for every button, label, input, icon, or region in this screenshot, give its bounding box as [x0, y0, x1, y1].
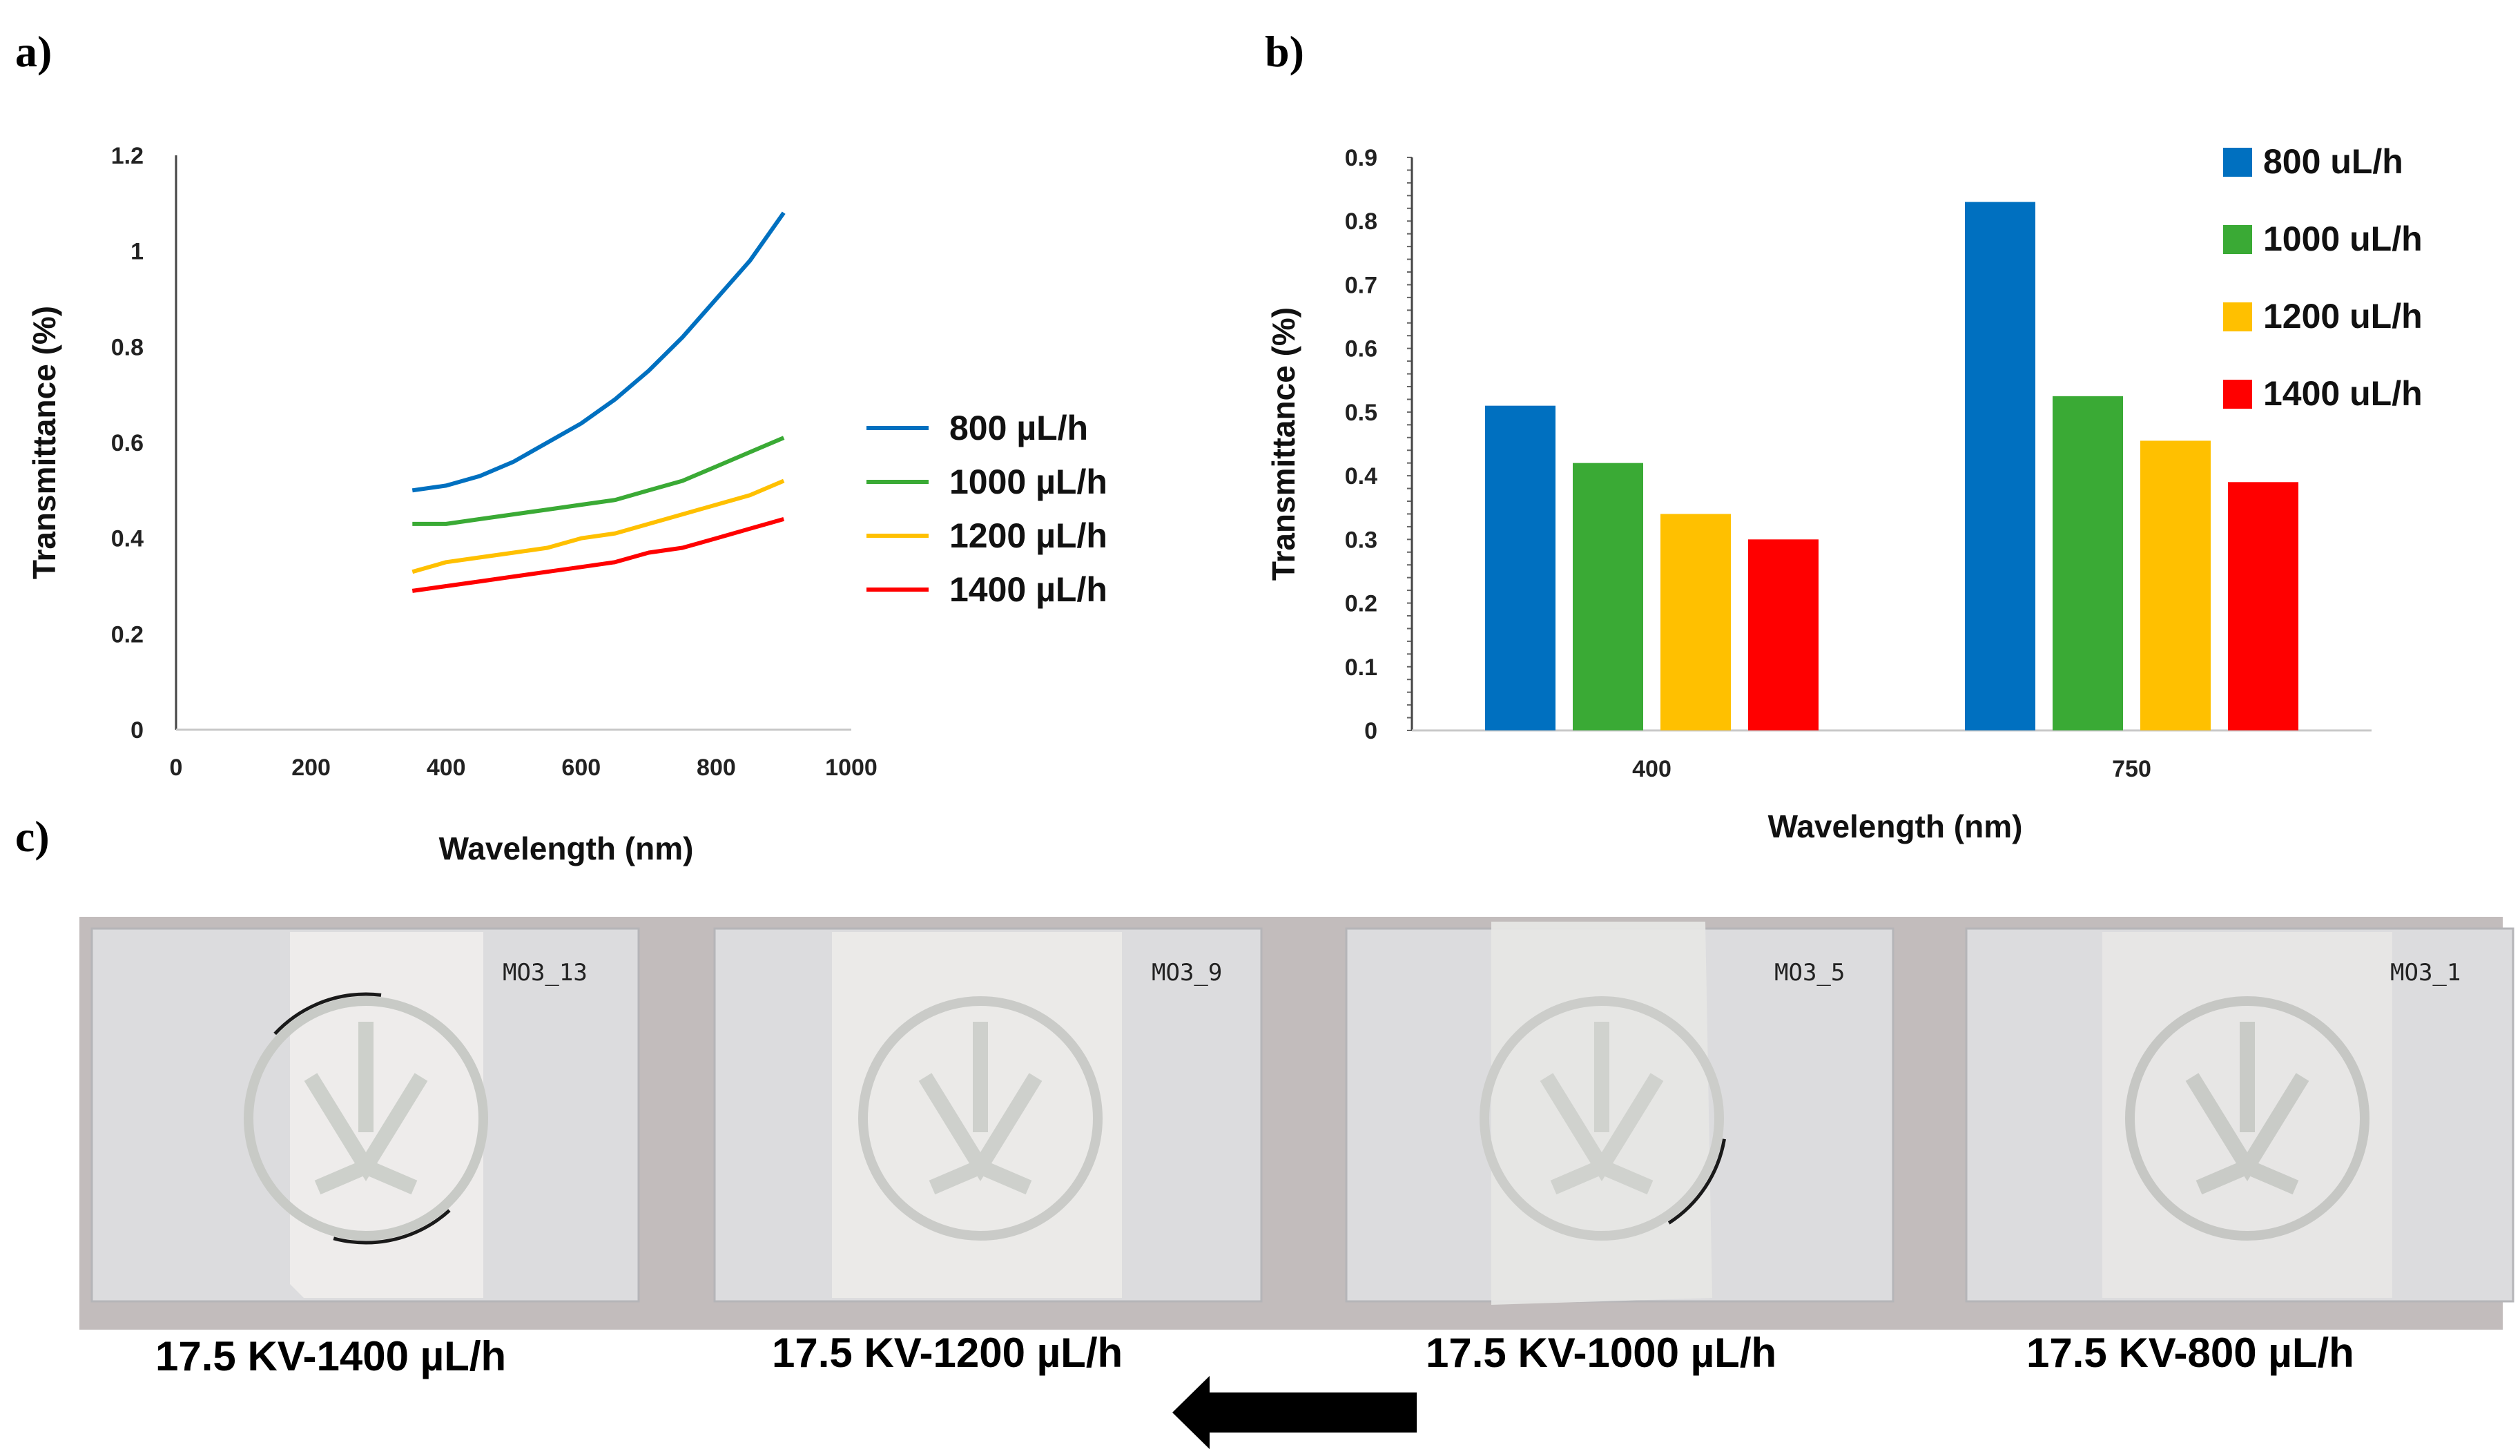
slide-2-label: MO3_9 — [1152, 959, 1222, 987]
y-tick-label: 0.4 — [111, 526, 144, 552]
slide-1-label: MO3_13 — [503, 959, 588, 987]
bar-400-series-4 — [1748, 539, 1819, 730]
x-tick-label: 600 — [561, 755, 601, 781]
y-tick-label: 0.1 — [1345, 654, 1377, 681]
panel-b-letter: b) — [1265, 27, 1304, 76]
y-tick-label: 0.3 — [1345, 527, 1377, 553]
bar-750-series-3 — [2140, 440, 2211, 730]
legend-swatch — [2223, 302, 2252, 331]
y-tick-label: 0.8 — [111, 334, 144, 360]
x-tick-label: 800 — [697, 755, 736, 781]
x-axis-label: Wavelength (nm) — [439, 831, 694, 866]
slide-photo-1: MO3_13 — [90, 927, 640, 1303]
legend-label: 800 uL/h — [2263, 142, 2403, 181]
slide-photo-3: MO3_5 — [1345, 922, 1894, 1305]
series-line-2 — [412, 436, 785, 526]
y-tick-label: 0.2 — [111, 621, 144, 648]
bar-400-series-2 — [1573, 463, 1643, 730]
y-tick-label: 1 — [130, 239, 144, 265]
panel-c-letter: c) — [15, 812, 50, 861]
y-tick-label: 0 — [1364, 718, 1377, 744]
legend-label: 800 µL/h — [949, 409, 1088, 447]
x-tick-label: 750 — [2112, 756, 2151, 782]
y-tick-label: 1.2 — [111, 143, 144, 169]
y-tick-label: 0.2 — [1345, 591, 1377, 617]
legend-swatch — [2223, 380, 2252, 409]
bar-chart-transmittance: 0 0.1 0.2 0.3 0.4 0.5 0.6 0.7 0.8 0.9 400 750 Tran… — [1266, 142, 2423, 844]
y-axis-label: Transmittance (%) — [26, 306, 62, 579]
caption-1400: 17.5 KV-1400 µL/h — [155, 1333, 507, 1379]
series-line-4 — [411, 517, 785, 593]
series-line-1 — [411, 211, 786, 493]
slide-4-label: MO3_1 — [2390, 959, 2461, 987]
x-axis-label: Wavelength (nm) — [1768, 808, 2023, 844]
bar-750-series-1 — [1965, 202, 2035, 730]
legend-swatch — [2223, 225, 2252, 254]
y-tick-label: 0.4 — [1345, 463, 1377, 489]
y-tick-label: 0.5 — [1345, 400, 1377, 426]
direction-arrow — [1172, 1376, 1417, 1449]
legend-label: 1200 µL/h — [949, 516, 1107, 555]
y-tick-label: 0 — [130, 717, 144, 744]
x-tick-label: 1000 — [825, 755, 878, 781]
y-axis-label: Transmittance (%) — [1266, 307, 1301, 581]
legend-label: 1400 uL/h — [2263, 374, 2423, 413]
legend-label: 1200 uL/h — [2263, 297, 2423, 336]
legend-swatch — [2223, 148, 2252, 177]
y-tick-label: 0.6 — [1345, 336, 1377, 362]
y-tick-label: 0.6 — [111, 430, 144, 456]
series-line-3 — [411, 478, 785, 574]
caption-800: 17.5 KV-800 µL/h — [2026, 1330, 2354, 1376]
x-tick-label: 0 — [170, 755, 183, 781]
x-tick-label: 200 — [291, 755, 331, 781]
slide-3-label: MO3_5 — [1774, 959, 1845, 987]
panel-a-letter: a) — [15, 27, 52, 76]
bar-750-series-4 — [2228, 482, 2298, 730]
x-tick-label: 400 — [427, 755, 466, 781]
slide-photo-2: MO3_9 — [713, 927, 1263, 1303]
bar-750-series-2 — [2053, 396, 2123, 730]
legend-label: 1000 uL/h — [2263, 220, 2423, 258]
y-tick-label: 0.8 — [1345, 208, 1377, 235]
slide-photo-4: MO3_1 — [1965, 927, 2514, 1303]
y-tick-label: 0.7 — [1345, 272, 1377, 298]
legend-label: 1000 µL/h — [949, 463, 1107, 501]
caption-1200: 17.5 KV-1200 µL/h — [772, 1330, 1123, 1376]
y-tick-label: 0.9 — [1345, 145, 1377, 171]
line-chart-transmittance: 0 0.2 0.4 0.6 0.8 1 1.2 0 200 400 600 800 1000 Trans… — [26, 143, 1107, 866]
x-tick-label: 400 — [1632, 756, 1671, 782]
bar-400-series-1 — [1485, 405, 1555, 730]
bar-400-series-3 — [1660, 514, 1731, 730]
caption-1000: 17.5 KV-1000 µL/h — [1426, 1330, 1777, 1376]
legend-label: 1400 µL/h — [949, 570, 1107, 609]
